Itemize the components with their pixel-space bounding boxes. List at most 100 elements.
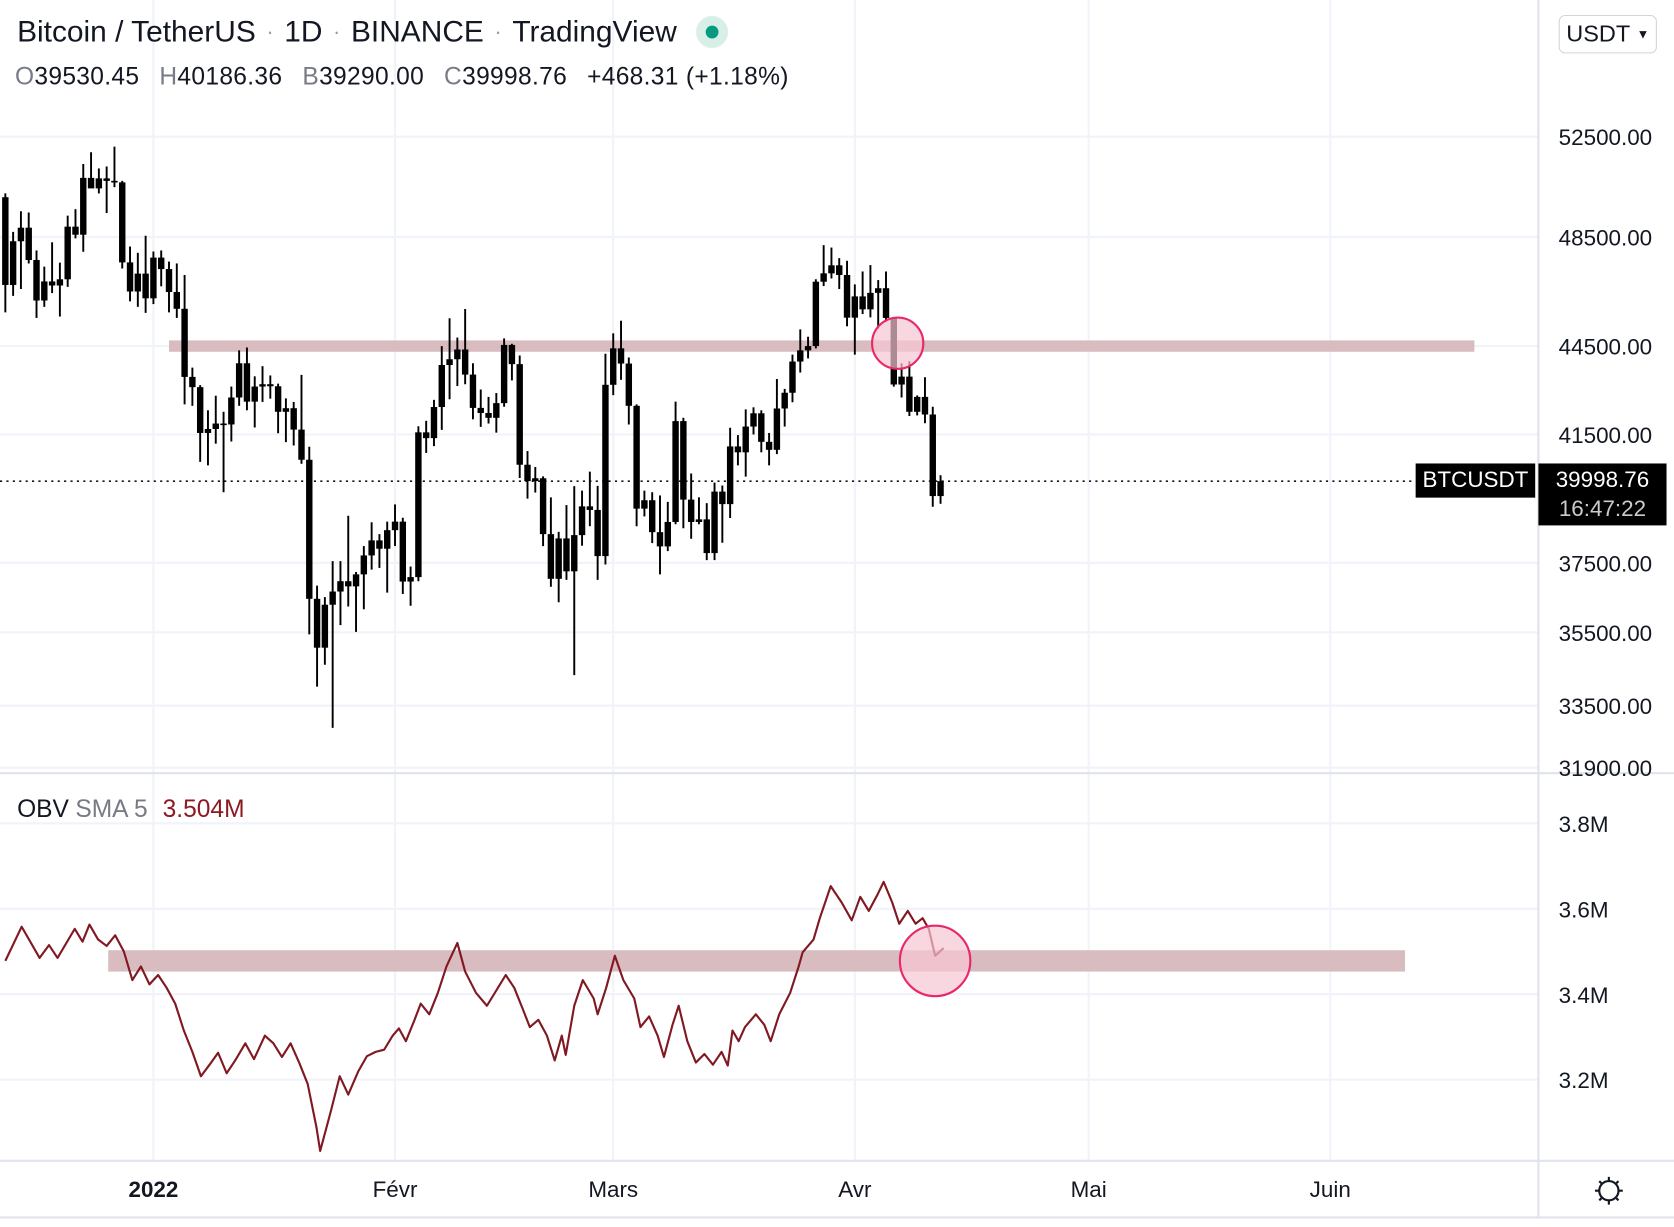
candle-body bbox=[48, 281, 56, 286]
candle-body bbox=[204, 428, 212, 433]
close-label: C bbox=[444, 61, 463, 90]
candle-body bbox=[251, 386, 258, 402]
candle-body bbox=[17, 227, 25, 242]
candle-body bbox=[103, 178, 110, 181]
candle-body bbox=[368, 540, 375, 556]
candle-body bbox=[804, 346, 812, 351]
candle-body bbox=[220, 423, 227, 426]
candle-body bbox=[594, 509, 601, 557]
candle-body bbox=[648, 500, 656, 533]
candle-body bbox=[758, 413, 765, 442]
separator: · bbox=[333, 19, 341, 44]
candle-body bbox=[181, 308, 188, 377]
candle-body bbox=[602, 384, 609, 557]
candle-body bbox=[563, 538, 570, 572]
candle-body bbox=[446, 359, 453, 366]
candle-body bbox=[773, 408, 781, 450]
obv-tick-label: 3.4M bbox=[1559, 983, 1609, 1008]
candle-body bbox=[711, 491, 718, 554]
change-value: +468.31 (+1.18%) bbox=[587, 61, 789, 90]
separator: · bbox=[494, 19, 502, 44]
candle-body bbox=[313, 598, 321, 648]
candle-body bbox=[851, 296, 859, 318]
obv-highlight-circle bbox=[898, 924, 972, 998]
interval[interactable]: 1D bbox=[284, 14, 323, 49]
indicator-value: 3.504M bbox=[162, 794, 245, 823]
market-open-icon bbox=[696, 16, 729, 49]
candle-body bbox=[516, 364, 523, 465]
candle-body bbox=[461, 349, 469, 375]
candle-body bbox=[906, 376, 913, 412]
candle-body bbox=[578, 506, 586, 536]
candle-body bbox=[298, 429, 305, 460]
price-tick-label: 41500.00 bbox=[1559, 423, 1652, 448]
candle-body bbox=[345, 581, 352, 587]
candle-body bbox=[243, 363, 251, 402]
price-tick-label: 48500.00 bbox=[1559, 226, 1652, 251]
candle-body bbox=[672, 421, 679, 522]
candle-body bbox=[25, 227, 32, 260]
indicator-ma: SMA 5 bbox=[75, 794, 148, 823]
candle-body bbox=[641, 500, 648, 509]
price-tick-label: 31900.00 bbox=[1559, 756, 1652, 781]
low-label: B bbox=[302, 61, 320, 90]
candle-body bbox=[290, 408, 297, 430]
candle-body bbox=[493, 403, 500, 418]
candle-body bbox=[882, 288, 890, 318]
candle-body bbox=[64, 226, 71, 280]
candle-body bbox=[126, 262, 134, 292]
symbol-name[interactable]: Bitcoin / TetherUS bbox=[17, 14, 256, 49]
candle-body bbox=[929, 414, 936, 497]
candle-body bbox=[913, 396, 921, 412]
candle-body bbox=[376, 540, 383, 549]
candle-body bbox=[228, 397, 235, 425]
candle-body bbox=[33, 259, 40, 301]
candle-body bbox=[867, 292, 874, 310]
candle-body bbox=[586, 506, 594, 510]
candle-body bbox=[836, 265, 843, 275]
time-tick-label: Mars bbox=[588, 1177, 638, 1202]
separator: · bbox=[266, 19, 274, 44]
candle-body bbox=[797, 350, 804, 362]
price-tick-label: 37500.00 bbox=[1559, 551, 1652, 576]
candle-body bbox=[812, 281, 820, 347]
zones bbox=[0, 340, 1475, 972]
candle-body bbox=[274, 386, 282, 412]
data-source: TradingView bbox=[512, 14, 677, 49]
candle-body bbox=[87, 177, 95, 189]
candle-body bbox=[165, 269, 173, 293]
candle-body bbox=[134, 273, 142, 292]
price-tick-label: 33500.00 bbox=[1559, 694, 1652, 719]
price-tick-label: 52500.00 bbox=[1559, 125, 1652, 150]
settings-icon[interactable] bbox=[1593, 1175, 1625, 1207]
candle-body bbox=[142, 273, 149, 299]
time-tick-label: Mai bbox=[1071, 1177, 1107, 1202]
close-value: 39998.76 bbox=[462, 61, 568, 90]
candle-body bbox=[282, 408, 290, 412]
candle-body bbox=[921, 396, 929, 415]
candle-body bbox=[937, 481, 944, 497]
candle-body bbox=[337, 581, 344, 592]
candle-body bbox=[508, 344, 516, 365]
candle-body bbox=[532, 478, 539, 482]
candle-body bbox=[454, 349, 461, 360]
candle-body bbox=[235, 363, 243, 398]
candle-body bbox=[2, 197, 9, 285]
candle-body bbox=[196, 387, 204, 433]
candle-body bbox=[212, 423, 219, 429]
candle-body bbox=[150, 257, 157, 299]
candle-body bbox=[617, 348, 625, 364]
candle-body bbox=[539, 478, 547, 535]
indicator-name[interactable]: OBV bbox=[17, 794, 69, 823]
candle-body bbox=[306, 459, 313, 599]
candle-body bbox=[625, 363, 633, 406]
candle-body bbox=[765, 441, 773, 450]
currency-button[interactable]: USDT ▼ bbox=[1558, 14, 1657, 54]
time-tick-label: Févr bbox=[373, 1177, 418, 1202]
candle-body bbox=[189, 376, 196, 388]
candle-body bbox=[391, 521, 399, 531]
candles bbox=[2, 146, 944, 728]
